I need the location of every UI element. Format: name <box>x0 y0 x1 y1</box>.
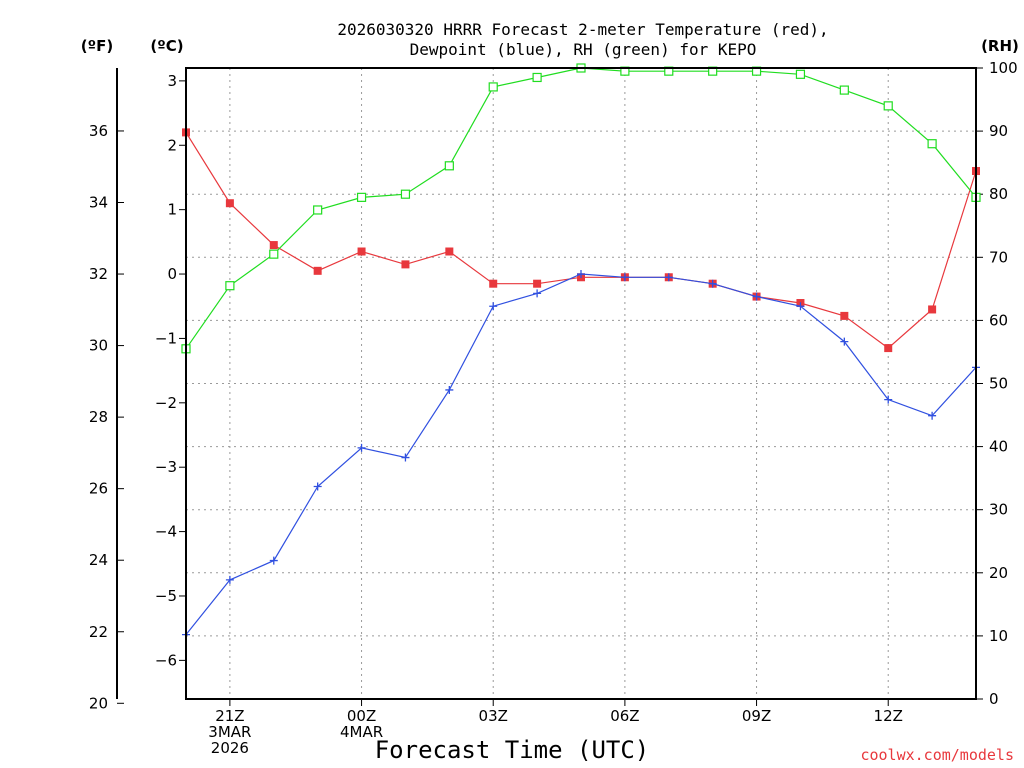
celsius-tick-label: −4 <box>155 523 177 541</box>
celsius-tick-label: −2 <box>155 394 177 412</box>
x-tick-label: 12Z <box>874 707 903 725</box>
rh-point <box>225 281 235 291</box>
fahrenheit-tick-label: 36 <box>89 122 108 140</box>
dewpoint-point <box>401 453 410 462</box>
rh-tick-label: 30 <box>989 501 1008 519</box>
x-tick-label: 21Z <box>215 707 244 725</box>
celsius-tick-label: −5 <box>155 587 177 605</box>
fahrenheit-tick-label: 34 <box>89 193 108 211</box>
rh-axis-unit: (RH) <box>981 37 1019 55</box>
dewpoint-point <box>489 302 498 311</box>
celsius-tick-label: 1 <box>167 201 177 219</box>
rh-point <box>795 69 806 79</box>
dewpoint-point <box>752 292 761 301</box>
rh-tick-label: 80 <box>989 185 1008 203</box>
rh-point <box>883 101 893 111</box>
temperature-point <box>313 266 322 275</box>
dewpoint-point <box>445 385 454 394</box>
x-tick-label: 00Z <box>347 707 376 725</box>
temperature-point <box>445 247 454 256</box>
celsius-tick-label: 2 <box>167 136 177 154</box>
temperature-point <box>357 247 366 256</box>
dewpoint-point <box>928 411 937 420</box>
fahrenheit-tick-label: 22 <box>89 623 108 641</box>
x-tick-label: 4MAR <box>340 723 383 741</box>
temperature-point <box>884 344 893 353</box>
rh-point <box>532 72 542 83</box>
dewpoint-point <box>313 482 322 491</box>
rh-tick-label: 60 <box>989 311 1008 329</box>
temperature-point <box>401 260 410 269</box>
fahrenheit-tick-label: 20 <box>89 694 108 712</box>
fahrenheit-tick-label: 32 <box>89 265 108 283</box>
dewpoint-point <box>840 337 849 346</box>
celsius-tick-label: 3 <box>167 72 177 90</box>
fahrenheit-tick-label: 26 <box>89 480 108 498</box>
temperature-point <box>840 311 849 320</box>
dewpoint-point <box>577 270 585 279</box>
rh-point <box>400 189 411 199</box>
gridlines <box>186 68 976 699</box>
rh-line <box>185 67 977 350</box>
rh-tick-label: 100 <box>989 59 1018 77</box>
x-tick-label: 03Z <box>479 707 508 725</box>
dewpoint-point <box>533 289 542 298</box>
rh-point <box>356 192 367 202</box>
rh-tick-label: 40 <box>989 438 1008 456</box>
rh-point <box>269 249 279 259</box>
dewpoint-point <box>884 395 893 404</box>
rh-point <box>313 205 323 215</box>
temperature-point <box>269 241 278 250</box>
dewpoint-point <box>269 556 278 565</box>
temperature-point <box>928 305 937 314</box>
rh-tick-label: 0 <box>989 690 999 708</box>
rh-point <box>488 82 498 92</box>
dewpoint-line <box>185 273 977 635</box>
chart-title-line1: 2026030320 HRRR Forecast 2-meter Tempera… <box>337 20 828 39</box>
rh-tick-label: 10 <box>989 627 1008 645</box>
dewpoint-point <box>620 273 629 282</box>
dewpoint-point <box>664 273 673 282</box>
rh-tick-label: 50 <box>989 375 1008 393</box>
temperature-point <box>225 199 234 208</box>
rh-tick-label: 90 <box>989 122 1008 140</box>
temperature-line <box>185 132 977 349</box>
rh-tick-label: 70 <box>989 248 1008 266</box>
temperature-point <box>489 279 498 288</box>
temperature-point <box>533 279 542 288</box>
fahrenheit-tick-label: 30 <box>89 337 108 355</box>
celsius-tick-label: −1 <box>155 329 177 347</box>
celsius-tick-label: 0 <box>167 265 177 283</box>
rh-point <box>444 161 454 171</box>
x-tick-label: 3MAR <box>208 723 251 741</box>
fahrenheit-tick-label: 24 <box>89 551 108 569</box>
x-tick-label: 2026 <box>211 739 249 757</box>
x-axis-label: Forecast Time (UTC) <box>375 736 650 764</box>
plot-frame <box>185 67 977 700</box>
dewpoint-point <box>796 302 805 311</box>
x-tick-label: 09Z <box>742 707 771 725</box>
celsius-tick-label: −6 <box>155 651 177 669</box>
celsius-axis-unit: (ºC) <box>150 37 183 55</box>
chart-title-line2: Dewpoint (blue), RH (green) for KEPO <box>410 40 757 59</box>
fahrenheit-axis-unit: (ºF) <box>81 37 113 55</box>
rh-tick-label: 20 <box>989 564 1008 582</box>
axis-ticks: 100908070605040302010021Z3MAR202600Z4MAR… <box>89 59 1018 757</box>
x-tick-label: 06Z <box>610 707 639 725</box>
credit-text: coolwx.com/models <box>860 746 1014 764</box>
rh-point <box>839 85 849 95</box>
dewpoint-point <box>225 575 234 584</box>
rh-point <box>927 139 937 149</box>
dewpoint-point <box>357 443 366 452</box>
dewpoint-point <box>708 279 717 288</box>
celsius-tick-label: −3 <box>155 458 177 476</box>
fahrenheit-tick-label: 28 <box>89 408 108 426</box>
data-series <box>181 63 981 639</box>
